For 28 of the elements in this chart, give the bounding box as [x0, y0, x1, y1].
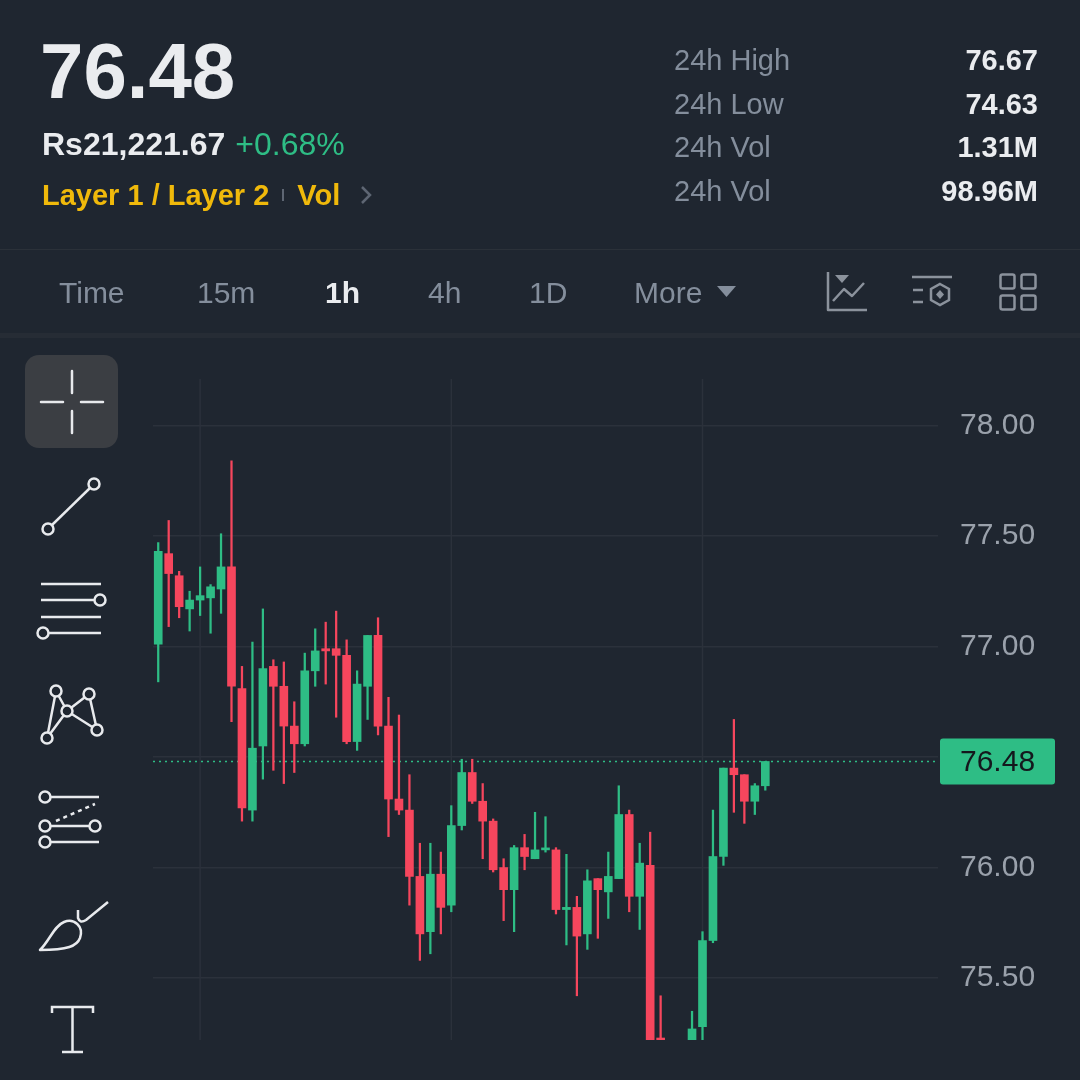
- text: 76.67: [965, 43, 1038, 78]
- candlestick: [206, 584, 215, 634]
- text: More: [634, 275, 703, 311]
- text: Vol: [297, 178, 341, 213]
- y-tick-label: 75.50: [960, 959, 1036, 993]
- text: 4h: [428, 275, 462, 311]
- text: Layer 1 / Layer 2: [42, 178, 270, 213]
- text: 1h: [325, 275, 361, 311]
- text: 1.31M: [957, 130, 1038, 165]
- text: 24h Vol: [674, 130, 771, 165]
- text: Rs21,221.67: [42, 125, 226, 164]
- text: 74.63: [965, 86, 1038, 122]
- text: 98.96M: [941, 173, 1038, 209]
- y-tick-label: 76.00: [960, 848, 1036, 882]
- candlestick: [562, 853, 571, 946]
- text: +0.68%: [235, 125, 345, 164]
- y-tick-label: 78.00: [960, 406, 1036, 440]
- ref-line-label: 76.48: [960, 743, 1036, 777]
- chart-title: 76.48: [40, 27, 236, 115]
- text: 15m: [197, 275, 256, 311]
- text: 24h Low: [674, 86, 784, 122]
- y-tick-label: 77.00: [960, 627, 1036, 661]
- y-tick-label: 77.50: [960, 517, 1036, 551]
- text: 24h Vol: [674, 173, 771, 209]
- text: 24h High: [674, 43, 791, 78]
- candlestick: [520, 834, 529, 871]
- text: 1D: [529, 275, 568, 311]
- text: Time: [59, 275, 125, 311]
